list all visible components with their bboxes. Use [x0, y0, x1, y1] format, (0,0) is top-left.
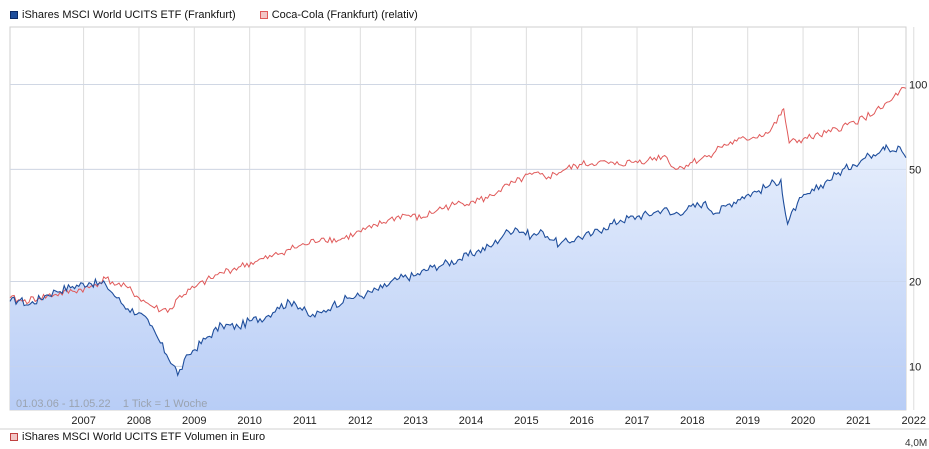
legend-label-coca-cola: Coca-Cola (Frankfurt) (relativ) [271, 9, 418, 21]
volume-legend-swatch [10, 433, 18, 441]
period-label: 01.03.06 - 11.05.22 [16, 398, 111, 410]
volume-legend: iShares MSCI World UCITS ETF Volumen in … [10, 431, 265, 443]
x-tick-label: 2013 [403, 415, 427, 427]
x-tick-label: 2009 [182, 415, 206, 427]
volume-legend-label: iShares MSCI World UCITS ETF Volumen in … [22, 431, 266, 443]
legend-item-coca-cola[interactable]: Coca-Cola (Frankfurt) (relativ) [259, 9, 418, 21]
x-tick-label: 2017 [625, 415, 649, 427]
ishares-area-fill [10, 145, 906, 410]
x-tick-label: 2007 [71, 415, 95, 427]
legend-label-ishares: iShares MSCI World UCITS ETF (Frankfurt) [22, 9, 236, 21]
y-tick-label: 100 [909, 80, 927, 92]
legend-swatch-blue [10, 11, 18, 19]
x-tick-label: 2016 [569, 415, 593, 427]
x-tick-label: 2019 [735, 415, 759, 427]
y-tick-label: 50 [909, 164, 921, 176]
ishares-line [9, 143, 907, 378]
legend-swatch-red [259, 11, 268, 19]
period-info: 01.03.06 - 11.05.22 1 Tick = 1 Woche [16, 398, 207, 410]
x-tick-label: 2015 [514, 415, 538, 427]
y-tick-label: 20 [909, 277, 921, 289]
x-tick-label: 2008 [127, 415, 151, 427]
x-tick-label: 2011 [293, 415, 317, 427]
x-tick-label: 2021 [846, 415, 870, 427]
x-tick-label: 2012 [348, 415, 372, 427]
legend-item-ishares[interactable]: iShares MSCI World UCITS ETF (Frankfurt) [10, 9, 236, 21]
tick-label: 1 Tick = 1 Woche [122, 398, 208, 410]
volume-axis-label: 4,0M [905, 438, 928, 449]
x-tick-label: 2020 [791, 415, 815, 427]
coca-cola-line [9, 86, 907, 314]
price-chart: 2007 2008 2009 2010 2011 2012 2013 2014 2015 2016… [0, 26, 929, 430]
x-tick-label: 2014 [459, 415, 483, 427]
x-tick-label: 2022 [902, 415, 926, 427]
chart-legend: iShares MSCI World UCITS ETF (Frankfurt)… [10, 8, 442, 22]
x-tick-label: 2018 [680, 415, 704, 427]
x-tick-label: 2010 [237, 415, 261, 427]
y-tick-label: 10 [909, 361, 921, 373]
